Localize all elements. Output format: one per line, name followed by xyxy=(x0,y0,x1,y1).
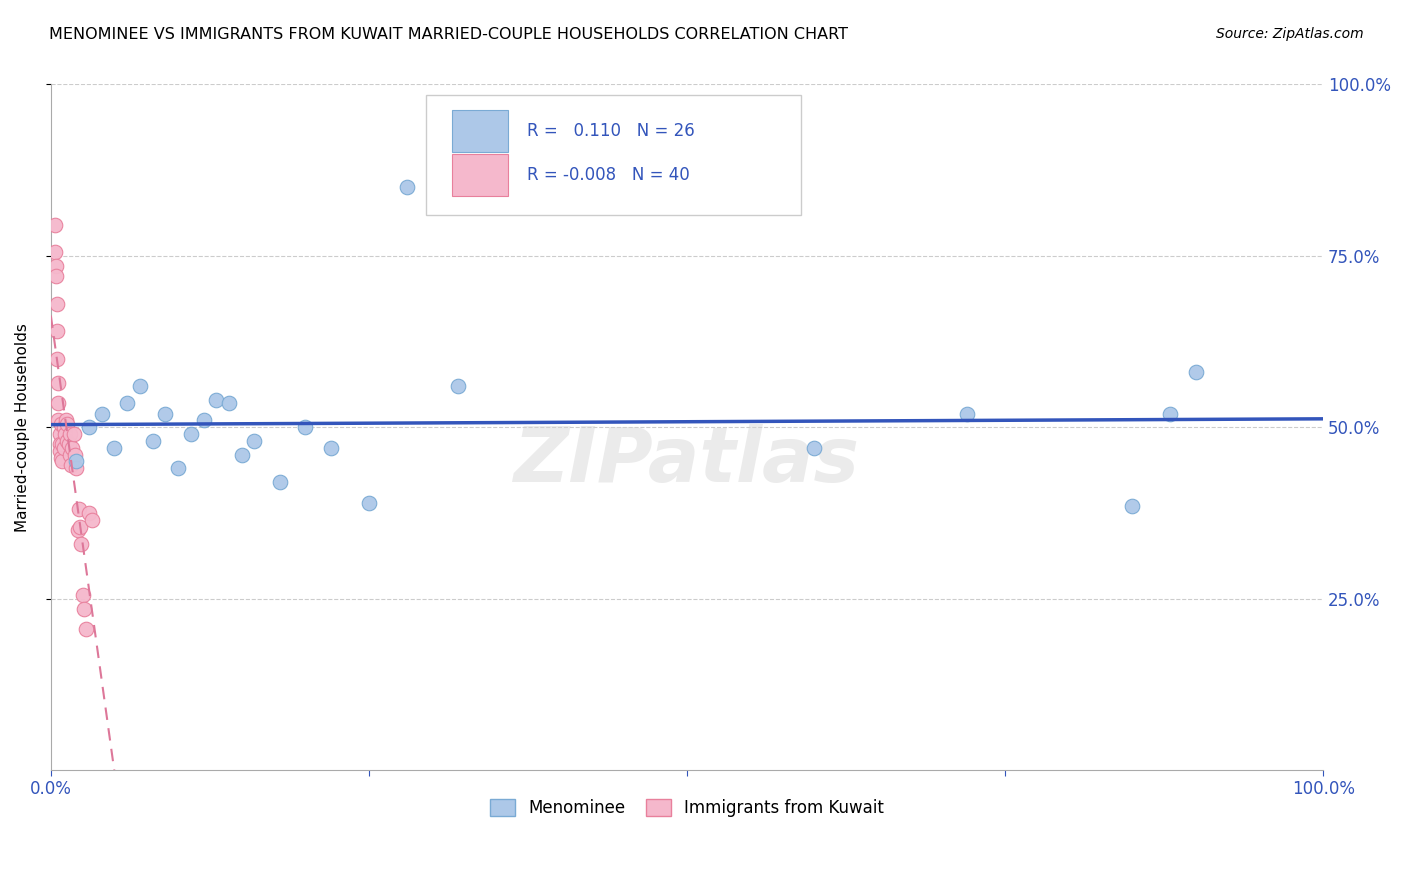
Point xyxy=(63,448,86,462)
Point xyxy=(1121,499,1143,513)
Point xyxy=(319,441,342,455)
FancyBboxPatch shape xyxy=(426,95,801,215)
Point xyxy=(45,259,67,273)
Point xyxy=(55,413,77,427)
Point xyxy=(62,427,84,442)
Point xyxy=(956,407,979,421)
Point xyxy=(1185,365,1208,379)
Point xyxy=(52,420,75,434)
Point xyxy=(155,407,177,421)
Point xyxy=(65,461,87,475)
Point xyxy=(56,417,79,431)
Point xyxy=(51,454,73,468)
Point xyxy=(52,441,75,455)
Point xyxy=(48,437,70,451)
FancyBboxPatch shape xyxy=(451,154,508,196)
Point xyxy=(51,437,73,451)
Y-axis label: Married-couple Households: Married-couple Households xyxy=(15,323,30,532)
Point xyxy=(44,218,66,232)
Text: R =   0.110   N = 26: R = 0.110 N = 26 xyxy=(527,121,695,140)
FancyBboxPatch shape xyxy=(451,110,508,152)
Point xyxy=(45,269,67,284)
Point xyxy=(48,444,70,458)
Legend: Menominee, Immigrants from Kuwait: Menominee, Immigrants from Kuwait xyxy=(484,792,890,823)
Point xyxy=(53,427,76,442)
Point xyxy=(231,448,253,462)
Point xyxy=(46,324,69,338)
Point xyxy=(357,495,380,509)
Point xyxy=(59,427,82,442)
Text: R = -0.008   N = 40: R = -0.008 N = 40 xyxy=(527,166,689,185)
Point xyxy=(396,180,419,194)
Point xyxy=(1159,407,1181,421)
Point xyxy=(59,448,82,462)
Point xyxy=(80,513,103,527)
Point xyxy=(48,376,70,390)
Point xyxy=(73,602,96,616)
Point xyxy=(218,396,240,410)
Point xyxy=(48,413,70,427)
Point xyxy=(75,623,97,637)
Point xyxy=(67,502,90,516)
Text: Source: ZipAtlas.com: Source: ZipAtlas.com xyxy=(1216,27,1364,41)
Text: ZIPatlas: ZIPatlas xyxy=(515,425,860,499)
Point xyxy=(269,475,291,489)
Point xyxy=(65,454,87,468)
Point xyxy=(167,461,190,475)
Point xyxy=(77,506,100,520)
Point xyxy=(103,441,125,455)
Point xyxy=(48,396,70,410)
Point xyxy=(803,441,825,455)
Point xyxy=(70,537,93,551)
Point xyxy=(62,441,84,455)
Point xyxy=(44,245,66,260)
Point xyxy=(46,297,69,311)
Point xyxy=(69,519,91,533)
Point xyxy=(49,417,72,431)
Point xyxy=(90,407,112,421)
Point xyxy=(447,379,470,393)
Point xyxy=(243,434,266,448)
Point xyxy=(48,427,70,442)
Point xyxy=(115,396,138,410)
Point xyxy=(46,351,69,366)
Point xyxy=(128,379,150,393)
Point xyxy=(294,420,316,434)
Point xyxy=(72,588,94,602)
Point xyxy=(205,392,228,407)
Point xyxy=(77,420,100,434)
Point xyxy=(56,434,79,448)
Text: MENOMINEE VS IMMIGRANTS FROM KUWAIT MARRIED-COUPLE HOUSEHOLDS CORRELATION CHART: MENOMINEE VS IMMIGRANTS FROM KUWAIT MARR… xyxy=(49,27,848,42)
Point xyxy=(193,413,215,427)
Point xyxy=(180,427,202,442)
Point xyxy=(58,437,80,451)
Point xyxy=(60,458,83,472)
Point xyxy=(49,451,72,466)
Point xyxy=(142,434,165,448)
Point xyxy=(66,523,89,537)
